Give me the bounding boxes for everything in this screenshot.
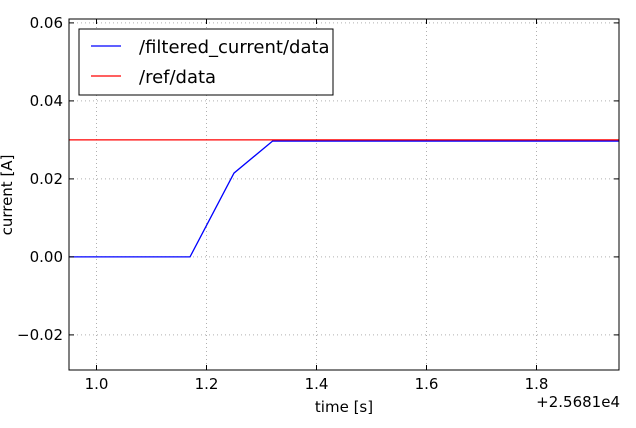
x-axis-offset-label: +2.5681e4 [536, 393, 620, 411]
axis-ticks: 1.0 1.2 1.4 1.6 1.8 −0.02 0.00 0.02 0.04 0.06 [17, 14, 619, 393]
legend: /filtered_current/data/ref/data [78, 28, 334, 96]
legend-label-ref-data: /ref/data [139, 67, 216, 88]
x-tick-label: 1.8 [525, 375, 549, 393]
x-axis-label: time [s] [315, 398, 373, 416]
y-tick-label: 0.00 [30, 248, 63, 266]
x-tick-label: 1.4 [305, 375, 329, 393]
legend-box [78, 28, 334, 96]
y-tick-label: 0.02 [30, 170, 63, 188]
x-tick-label: 1.6 [415, 375, 439, 393]
y-tick-label: 0.04 [30, 92, 63, 110]
series-line-filtered-current-data [69, 140, 619, 258]
y-axis-label: current [A] [0, 155, 16, 236]
grid-lines [69, 19, 619, 370]
series-lines [69, 139, 619, 258]
y-tick-label: 0.06 [30, 14, 63, 32]
y-tick-label: −0.02 [17, 326, 63, 344]
x-tick-label: 1.0 [85, 375, 109, 393]
axes-frame [68, 18, 620, 371]
x-tick-label: 1.2 [195, 375, 219, 393]
legend-label-filtered-current-data: /filtered_current/data [139, 37, 330, 58]
